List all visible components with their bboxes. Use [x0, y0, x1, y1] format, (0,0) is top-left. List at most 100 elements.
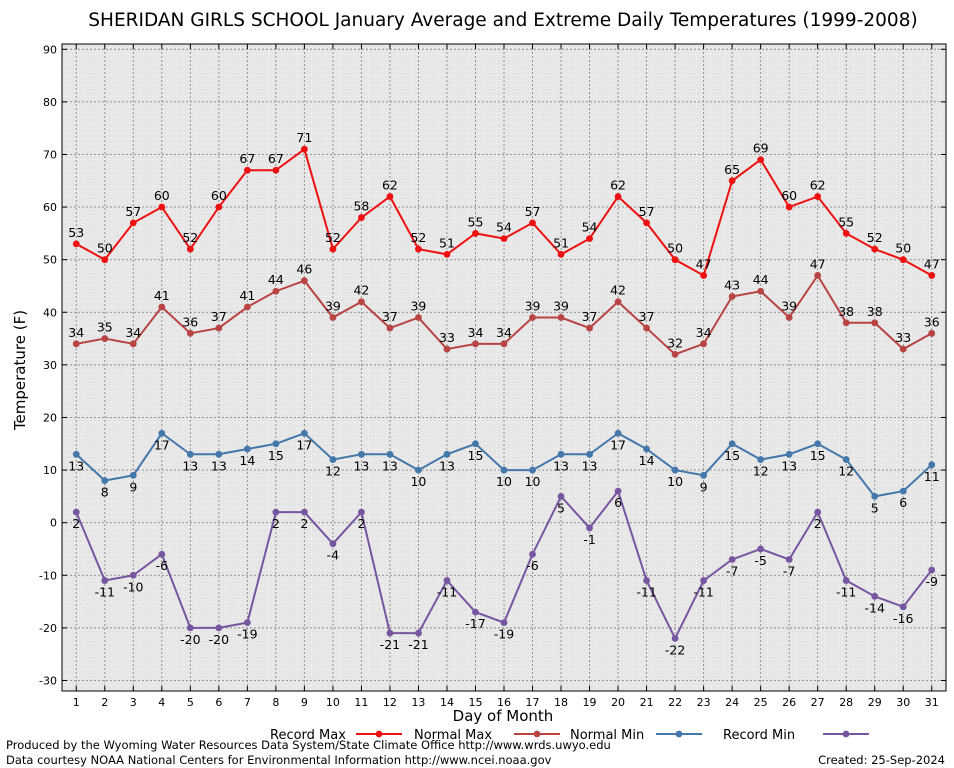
x-tick-label: 30 — [896, 696, 910, 709]
data-label: 10 — [667, 474, 683, 489]
data-point — [671, 350, 679, 358]
data-point — [72, 508, 80, 516]
data-label: 62 — [810, 178, 826, 193]
data-label: 34 — [68, 325, 84, 340]
y-tick-label: 10 — [43, 464, 57, 477]
y-tick-label: -10 — [39, 569, 57, 582]
data-point — [472, 340, 479, 348]
legend-swatch-marker — [533, 730, 541, 738]
data-point — [72, 240, 80, 248]
data-label: -11 — [437, 585, 457, 600]
y-tick-label: 90 — [43, 43, 57, 56]
x-tick-label: 25 — [754, 696, 768, 709]
data-label: 71 — [296, 130, 312, 145]
data-point — [215, 324, 223, 332]
data-label: 6 — [614, 495, 622, 510]
data-label: 12 — [753, 464, 769, 479]
data-label: 39 — [325, 299, 341, 314]
data-label: -20 — [209, 632, 229, 647]
x-tick-label: 14 — [440, 696, 454, 709]
data-label: 36 — [182, 314, 198, 329]
data-label: 12 — [325, 464, 341, 479]
data-label: 52 — [867, 230, 883, 245]
data-label: -7 — [726, 563, 738, 578]
data-label: 44 — [753, 272, 769, 287]
legend-label: Normal Min — [570, 728, 644, 743]
legend: Record Max Normal Max Normal Min Record Min — [270, 728, 869, 743]
data-label: 62 — [382, 178, 398, 193]
data-point — [443, 251, 451, 258]
data-label: -21 — [380, 637, 400, 652]
legend-entry: Record Max — [270, 728, 402, 743]
data-label: -1 — [583, 532, 595, 547]
data-label: 34 — [125, 325, 141, 340]
data-label: 13 — [211, 458, 227, 473]
data-label: 54 — [496, 220, 512, 235]
data-point — [643, 219, 650, 227]
data-label: 37 — [639, 309, 655, 324]
data-label: 37 — [582, 309, 598, 324]
data-point — [928, 461, 936, 469]
data-label: -6 — [526, 558, 539, 573]
legend-swatch-marker — [375, 730, 383, 738]
x-tick-label: 31 — [925, 696, 939, 709]
data-label: -5 — [754, 553, 766, 568]
legend-entry: Record Min — [723, 728, 869, 743]
data-label: 62 — [610, 178, 626, 193]
data-point — [300, 277, 308, 285]
y-tick-label: 0 — [50, 517, 57, 530]
data-point — [329, 456, 337, 463]
data-point — [72, 340, 80, 348]
data-point — [557, 314, 565, 321]
data-point — [671, 634, 679, 642]
data-point — [472, 229, 479, 237]
data-point — [814, 440, 822, 448]
data-label: 39 — [410, 299, 426, 314]
data-label: 15 — [724, 448, 740, 463]
data-label: 14 — [239, 453, 255, 468]
y-tick-label: 30 — [43, 359, 57, 372]
x-tick-label: 2 — [101, 696, 108, 709]
data-label: 15 — [268, 448, 284, 463]
data-point — [329, 540, 337, 548]
data-label: -19 — [494, 627, 514, 642]
data-point — [529, 466, 536, 474]
x-tick-label: 18 — [554, 696, 568, 709]
data-label: 51 — [439, 235, 455, 250]
data-point — [700, 340, 708, 348]
data-point — [243, 166, 251, 174]
data-label: 10 — [525, 474, 541, 489]
data-label: 46 — [296, 262, 312, 277]
data-point — [842, 456, 850, 463]
data-point — [158, 550, 166, 558]
data-point — [129, 471, 137, 479]
x-tick-label: 6 — [215, 696, 222, 709]
data-label: 9 — [700, 479, 708, 494]
data-point — [300, 145, 308, 153]
data-label: 54 — [582, 220, 598, 235]
x-tick-label: 26 — [782, 696, 796, 709]
series-normal-min: 13 8 9 17 13 13 14 15 17 12 13 13 10 13 15 10 10 13 13 17 14… — [68, 429, 940, 515]
data-label: 57 — [639, 204, 655, 219]
data-point — [158, 203, 166, 211]
data-label: 10 — [496, 474, 512, 489]
data-label: 65 — [724, 162, 740, 177]
data-label: 2 — [272, 516, 280, 531]
data-point — [757, 156, 765, 164]
data-label: 39 — [553, 299, 569, 314]
data-point — [72, 450, 80, 458]
data-point — [272, 166, 280, 174]
data-label: -11 — [95, 585, 115, 600]
data-point — [643, 445, 650, 453]
data-label: 39 — [525, 299, 541, 314]
series-record-max: 53 50 57 60 52 60 67 67 71 52 58 62 52 51 55 54 57 51 54 62… — [68, 130, 940, 279]
data-point — [158, 429, 166, 437]
data-label: 42 — [610, 283, 626, 298]
data-label: 44 — [268, 272, 284, 287]
data-point — [243, 619, 251, 627]
data-point — [586, 235, 593, 243]
data-label: 39 — [781, 299, 797, 314]
data-label: 33 — [439, 330, 455, 345]
